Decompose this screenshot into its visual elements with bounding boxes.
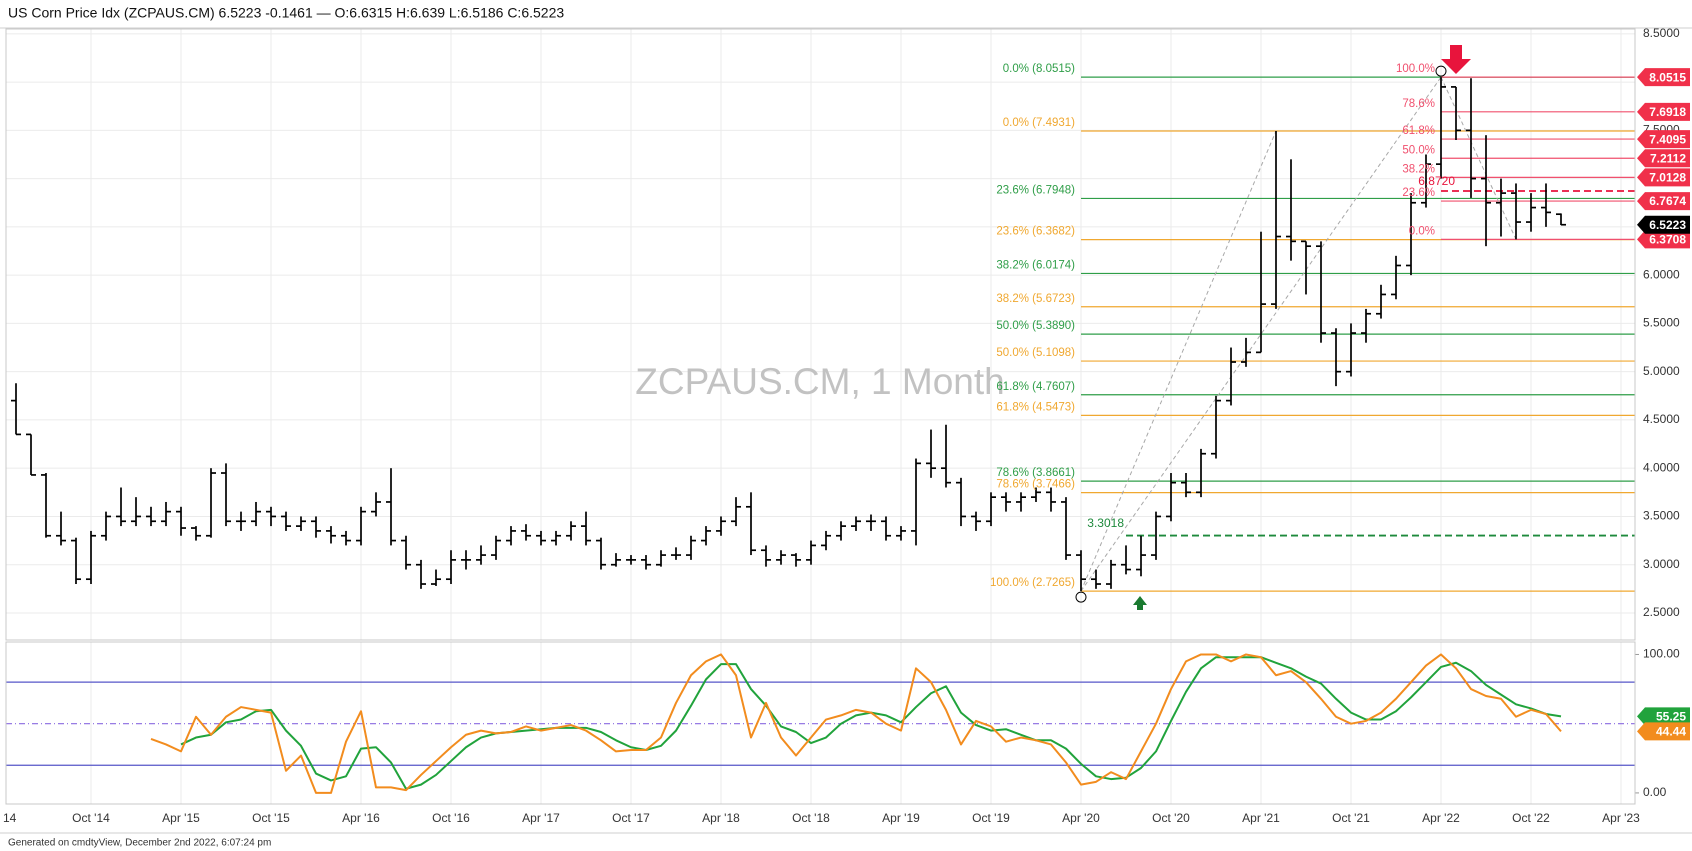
y-tick-label: 100.00	[1643, 647, 1680, 661]
x-tick-label: Apr '20	[1062, 811, 1100, 825]
price-flag-label: 7.0128	[1649, 171, 1686, 185]
price-flag	[1637, 68, 1690, 87]
reference-label: 6.8720	[1418, 174, 1455, 188]
trend-line	[1080, 130, 1277, 592]
stoch-line	[150, 653, 1562, 794]
x-tick-label: Apr '23	[1602, 811, 1640, 825]
marks	[11, 65, 1635, 794]
fib-label: 38.2% (5.6723)	[996, 293, 1075, 305]
pivot-marker	[1435, 65, 1447, 77]
price-flag-label: 7.4095	[1649, 132, 1686, 146]
fib-label: 78.6% (3.7466)	[996, 479, 1075, 491]
price-flag	[1637, 130, 1690, 149]
labels: 0.0% (8.0515) 23.6% (6.7948) 38.2% (6.0174…	[990, 63, 1690, 741]
fib-label: 50.0% (5.1098)	[996, 347, 1075, 359]
fib-label: 61.8%	[1402, 125, 1435, 137]
pivot-marker	[1075, 591, 1087, 603]
x-tick-label: Oct '17	[612, 811, 650, 825]
x-tick-label: Apr '22	[1422, 811, 1460, 825]
arrow-shaft	[1450, 45, 1462, 60]
fib-label: 100.0% (2.7265)	[990, 577, 1075, 589]
price-flag	[1637, 149, 1690, 168]
y-tick-label: 5.0000	[1643, 364, 1680, 378]
y-tick-label: 4.0000	[1643, 460, 1680, 474]
fib-label: 78.6%	[1402, 98, 1435, 110]
stoch-flag	[1637, 722, 1690, 741]
last-price-flag-label: 6.5223	[1649, 218, 1686, 232]
fib-label: 61.8% (4.5473)	[996, 401, 1075, 413]
fib-label: 78.6% (3.8661)	[996, 467, 1075, 479]
x-tick-label: Oct '22	[1512, 811, 1550, 825]
arrow-shaft	[1137, 604, 1143, 610]
fib-label: 23.6%	[1402, 187, 1435, 199]
watermark: ZCPAUS.CM, 1 Month	[635, 361, 1004, 402]
sell-arrow	[1441, 45, 1471, 74]
header-title: US Corn Price Idx (ZCPAUS.CM) 6.5223 -0.…	[8, 5, 564, 21]
y-tick-label: 6.0000	[1643, 267, 1680, 281]
x-tick-label: Apr '15	[162, 811, 200, 825]
price-flag-label: 7.6918	[1649, 105, 1686, 119]
price-flag	[1637, 102, 1690, 121]
x-tick-label: Oct '20	[1152, 811, 1190, 825]
x-tick-label: 14	[3, 811, 17, 825]
y-tick-label: 0.00	[1643, 785, 1667, 799]
price-flag-label: 6.3708	[1649, 233, 1686, 247]
x-tick-label: Oct '19	[972, 811, 1010, 825]
reference-label: 3.3018	[1087, 516, 1124, 530]
last-price-flag	[1637, 215, 1690, 234]
y-tick-label: 3.0000	[1643, 557, 1680, 571]
trend-line	[1440, 76, 1517, 240]
fib-label: 0.0%	[1409, 225, 1435, 237]
x-tick-label: Apr '21	[1242, 811, 1280, 825]
price-flag	[1637, 230, 1690, 249]
x-tick-label: Apr '17	[522, 811, 560, 825]
price-flag-label: 8.0515	[1649, 70, 1686, 84]
fib-label: 23.6% (6.7948)	[996, 184, 1075, 196]
price-flag	[1637, 192, 1690, 211]
stoch-flag-label: 55.25	[1656, 710, 1686, 724]
y-tick-label: 5.5000	[1643, 316, 1680, 330]
fib-label: 61.8% (4.7607)	[996, 381, 1075, 393]
fib-label: 38.2% (6.0174)	[996, 259, 1075, 271]
price-panel-frame	[5, 28, 1636, 641]
buy-arrow	[1133, 596, 1147, 610]
fib-label: 23.6% (6.3682)	[996, 226, 1075, 238]
stoch-flag-label: 44.44	[1656, 725, 1686, 739]
x-tick-label: Apr '16	[342, 811, 380, 825]
x-tick-label: Oct '16	[432, 811, 470, 825]
y-tick-label: 8.5000	[1643, 26, 1680, 40]
price-flag-label: 6.7674	[1649, 194, 1686, 208]
y-tick-label: 2.5000	[1643, 605, 1680, 619]
x-tick-label: Oct '14	[72, 811, 110, 825]
y-tick-label: 3.5000	[1643, 509, 1680, 523]
fib-label: 100.0%	[1396, 63, 1435, 75]
arrow-head	[1441, 59, 1471, 74]
x-tick-label: Oct '21	[1332, 811, 1370, 825]
fib-label: 0.0% (7.4931)	[1003, 117, 1075, 129]
x-tick-label: Oct '15	[252, 811, 290, 825]
fib-label: 50.0%	[1402, 144, 1435, 156]
x-tick-label: Oct '18	[792, 811, 830, 825]
fib-label: 38.2%	[1402, 163, 1435, 175]
x-tick-label: Apr '19	[882, 811, 920, 825]
footer-text: Generated on cmdtyView, December 2nd 202…	[8, 838, 271, 849]
stoch-panel-frame	[5, 641, 1636, 805]
fib-label: 50.0% (5.3890)	[996, 320, 1075, 332]
stoch-flag	[1637, 707, 1690, 726]
arrow-head	[1133, 596, 1147, 605]
price-flag	[1637, 168, 1690, 187]
fib-label: 0.0% (8.0515)	[1003, 63, 1075, 75]
price-flag-label: 7.2112	[1650, 151, 1686, 165]
x-tick-label: Apr '18	[702, 811, 740, 825]
y-tick-label: 4.5000	[1643, 412, 1680, 426]
